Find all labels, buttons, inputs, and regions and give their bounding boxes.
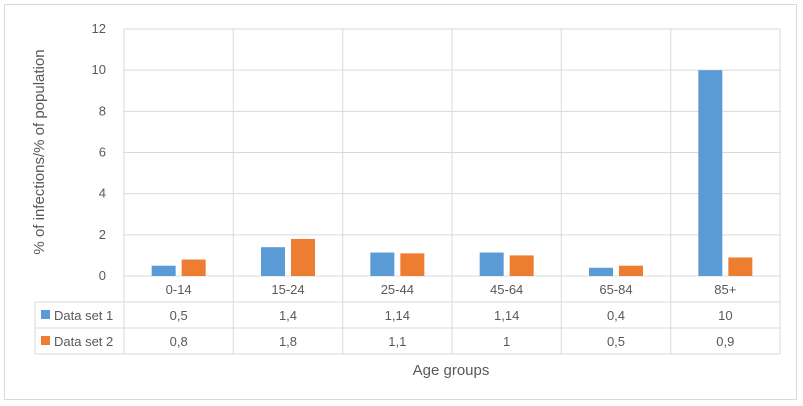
table-value-cell: 1,14 — [494, 308, 519, 323]
bar-series-1 — [151, 265, 176, 276]
legend-label-series-2: Data set 2 — [54, 334, 113, 349]
grid-layer — [34, 28, 781, 355]
legend-label-series-1: Data set 1 — [54, 308, 113, 323]
y-tick-label: 2 — [99, 227, 106, 242]
table-value-cell: 1,1 — [388, 334, 406, 349]
x-axis-title: Age groups — [413, 362, 490, 379]
bar-series-1 — [261, 247, 285, 276]
bar-series-1 — [698, 70, 723, 277]
table-value-cell: 0,5 — [170, 308, 188, 323]
x-category-label: 25-44 — [381, 282, 414, 297]
y-tick-label: 0 — [99, 268, 106, 283]
y-tick-label: 12 — [92, 21, 106, 36]
bar-series-1 — [370, 252, 395, 276]
data-table: 0-14 15-24 25-44 45-64 65-84 85+ Data set 1 0,5… — [41, 282, 736, 349]
bar-series-2 — [291, 238, 315, 276]
y-tick-label: 6 — [99, 145, 106, 160]
y-tick-label: 4 — [99, 186, 106, 201]
table-value-cell: 1,4 — [279, 308, 297, 323]
bar-series-2 — [181, 259, 206, 276]
table-value-cell: 1,8 — [279, 334, 297, 349]
bar-series-2 — [509, 255, 534, 276]
y-tick-label: 8 — [99, 103, 106, 118]
table-value-cell: 1,14 — [385, 308, 410, 323]
x-category-label: 15-24 — [271, 282, 304, 297]
bar-series-2 — [400, 253, 425, 276]
table-value-cell: 0,5 — [607, 334, 625, 349]
legend-key-series-1 — [41, 310, 50, 319]
y-tick-label: 10 — [92, 62, 106, 77]
y-tick-labels: 0 2 4 6 8 10 12 — [92, 21, 106, 283]
x-category-label: 0-14 — [166, 282, 192, 297]
x-category-label: 45-64 — [490, 282, 523, 297]
legend-key-series-2 — [41, 336, 50, 345]
bar-series-1 — [589, 267, 613, 276]
bars-layer — [151, 70, 753, 277]
table-value-cell: 10 — [718, 308, 732, 323]
x-category-label: 85+ — [714, 282, 736, 297]
table-value-cell: 0,4 — [607, 308, 625, 323]
table-value-cell: 1 — [503, 334, 510, 349]
table-value-cell: 0,9 — [716, 334, 734, 349]
x-category-label: 65-84 — [599, 282, 632, 297]
bar-series-2 — [619, 265, 643, 276]
bar-series-2 — [728, 257, 753, 276]
table-value-cell: 0,8 — [170, 334, 188, 349]
bar-series-1 — [479, 252, 504, 276]
y-axis-title: % of infections/% of population — [31, 49, 48, 254]
